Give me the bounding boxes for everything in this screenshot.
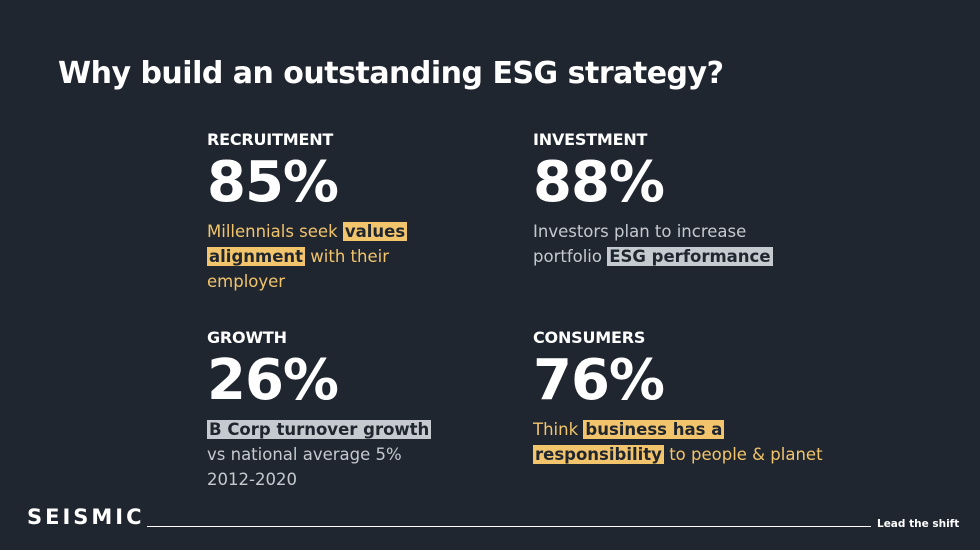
stat-figure: 26% [207, 348, 339, 413]
stat-figure: 76% [533, 348, 665, 413]
title: Why build an outstanding ESG strategy? [58, 56, 724, 91]
stat-label: INVESTMENT [533, 130, 648, 149]
highlight: B Corp turnover growth [207, 420, 432, 439]
footer-rule [147, 526, 871, 527]
stat-figure: 85% [207, 150, 339, 215]
stat-label: GROWTH [207, 328, 287, 347]
stat-description: B Corp turnover growth vs national avera… [207, 417, 432, 492]
highlight: ESG performance [607, 247, 773, 266]
text: with their employer [207, 247, 389, 291]
tagline: Lead the shift [877, 518, 960, 530]
stat-card: CONSUMERS 76% Think business has a respons… [533, 328, 833, 467]
text: Think [533, 420, 584, 439]
stat-label: RECRUITMENT [207, 130, 334, 149]
text: Investors plan to increase portfolio [533, 222, 747, 266]
text: Millennials seek [207, 222, 343, 241]
stat-label: CONSUMERS [533, 328, 646, 347]
stat-description: Millennials seek values alignment with t… [207, 219, 422, 294]
stat-card: RECRUITMENT 85% Millennials seek values al… [207, 130, 422, 294]
stat-card: INVESTMENT 88% Investors plan to increase … [533, 130, 778, 269]
stat-description: Think business has a responsibility to p… [533, 417, 833, 467]
stat-figure: 88% [533, 150, 665, 215]
stat-description: Investors plan to increase portfolio ESG… [533, 219, 778, 269]
text: vs national average 5% 2012-2020 [207, 445, 402, 489]
stat-card: GROWTH 26% B Corp turnover growth vs natio… [207, 328, 432, 492]
brand: SEISMIC [27, 505, 145, 529]
text: to people & planet [663, 445, 823, 464]
